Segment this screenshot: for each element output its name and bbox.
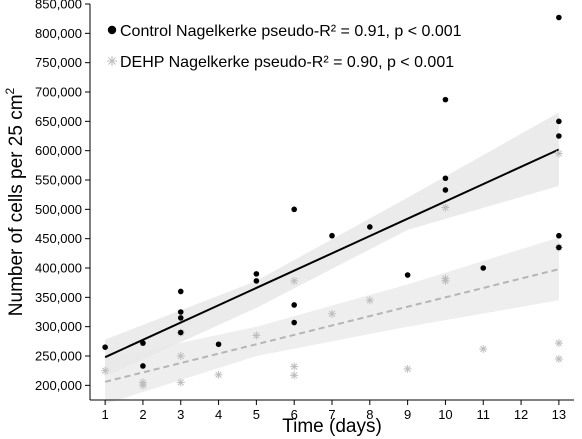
point-control-9 — [253, 278, 260, 284]
ticks: 1 2 3 4 5 6 7 8 9 10 11 12 13200,000250,000300,00035… — [35, 0, 566, 422]
y-axis-title-text: Number of cells per 25 cm — [6, 94, 27, 316]
point-control-5 — [177, 315, 184, 321]
y-tick-label: 650,000 — [35, 114, 82, 129]
point-dehp-0 — [101, 366, 110, 375]
point-dehp-20 — [554, 339, 563, 348]
y-tick-label: 500,000 — [35, 202, 82, 217]
point-dehp-13 — [403, 364, 412, 373]
x-axis-title: Time (days) — [282, 416, 382, 437]
y-tick-label: 300,000 — [35, 319, 82, 334]
legend-marker-dehp — [107, 56, 117, 66]
x-tick-label: 12 — [514, 407, 528, 422]
point-dehp-5 — [176, 378, 185, 387]
y-tick-label: 450,000 — [35, 231, 82, 246]
y-tick-label: 400,000 — [35, 261, 82, 276]
x-tick-label: 3 — [177, 407, 184, 422]
x-tick-label: 8 — [366, 407, 373, 422]
y-tick-label: 350,000 — [35, 290, 82, 305]
y-axis-title: Number of cells per 25 cm2 — [3, 87, 27, 316]
point-control-6 — [177, 329, 184, 336]
y-tick-label: 250,000 — [35, 349, 82, 364]
x-tick-label: 11 — [477, 407, 491, 422]
x-tick-label: 6 — [291, 407, 298, 422]
y-tick-label: 700,000 — [35, 85, 82, 100]
point-control-19 — [480, 265, 487, 271]
point-control-1 — [140, 340, 146, 346]
x-tick-label: 7 — [328, 407, 335, 422]
point-dehp-16 — [441, 276, 450, 285]
point-control-14 — [367, 224, 373, 230]
legend-label-dehp: DEHP Nagelkerke pseudo-R² = 0.90, p < 0.… — [120, 54, 454, 71]
point-dehp-10 — [290, 371, 299, 380]
point-control-16 — [442, 96, 449, 103]
x-tick-label: 10 — [438, 407, 452, 422]
point-dehp-14 — [441, 203, 450, 212]
point-control-17 — [442, 175, 449, 182]
y-axis-title-superscript: 2 — [3, 87, 17, 94]
point-dehp-9 — [290, 362, 299, 371]
fit-line-dehp — [104, 268, 560, 383]
legend-star-glyph — [107, 56, 117, 66]
legend-marker-control — [107, 25, 117, 35]
point-control-24 — [556, 244, 562, 251]
point-control-4 — [177, 309, 184, 315]
point-dehp-18 — [554, 149, 563, 158]
point-control-8 — [253, 271, 260, 277]
data-points — [101, 14, 563, 390]
y-tick-label: 850,000 — [35, 0, 82, 12]
point-dehp-12 — [365, 296, 374, 305]
point-dehp-8 — [290, 276, 299, 285]
point-control-10 — [291, 206, 297, 213]
point-control-21 — [556, 118, 562, 125]
point-control-11 — [291, 302, 297, 308]
x-tick-label: 1 — [102, 407, 109, 422]
point-control-2 — [140, 363, 146, 369]
point-control-20 — [556, 14, 562, 21]
point-dehp-21 — [554, 354, 563, 363]
y-tick-label: 550,000 — [35, 173, 82, 188]
point-control-18 — [442, 187, 449, 193]
point-dehp-6 — [214, 370, 223, 379]
point-control-7 — [215, 341, 222, 348]
confidence-bands — [105, 112, 559, 405]
fit-line-control — [104, 148, 560, 359]
point-dehp-17 — [479, 344, 488, 353]
y-tick-label: 600,000 — [35, 143, 82, 158]
point-dehp-11 — [328, 309, 336, 318]
x-tick-label: 13 — [552, 407, 566, 422]
legend-label-control: Control Nagelkerke pseudo-R² = 0.91, p <… — [120, 23, 462, 40]
point-control-22 — [556, 133, 562, 139]
x-tick-label: 5 — [253, 407, 260, 422]
point-control-15 — [404, 272, 411, 278]
y-tick-label: 750,000 — [35, 55, 82, 70]
y-tick-label: 200,000 — [35, 378, 82, 393]
point-control-23 — [556, 232, 562, 239]
point-dehp-4 — [176, 352, 185, 360]
y-tick-label: 800,000 — [35, 26, 82, 41]
x-tick-label: 4 — [215, 407, 222, 422]
x-tick-label: 2 — [139, 407, 146, 422]
point-control-13 — [329, 232, 335, 239]
point-control-12 — [291, 319, 297, 326]
fit-lines — [104, 148, 560, 383]
point-dehp-7 — [252, 331, 261, 340]
legend: Control Nagelkerke pseudo-R² = 0.91, p <… — [107, 23, 462, 71]
point-dehp-2 — [138, 381, 147, 390]
point-control-0 — [102, 344, 108, 351]
x-tick-label: 9 — [404, 407, 411, 422]
point-control-3 — [177, 288, 184, 295]
